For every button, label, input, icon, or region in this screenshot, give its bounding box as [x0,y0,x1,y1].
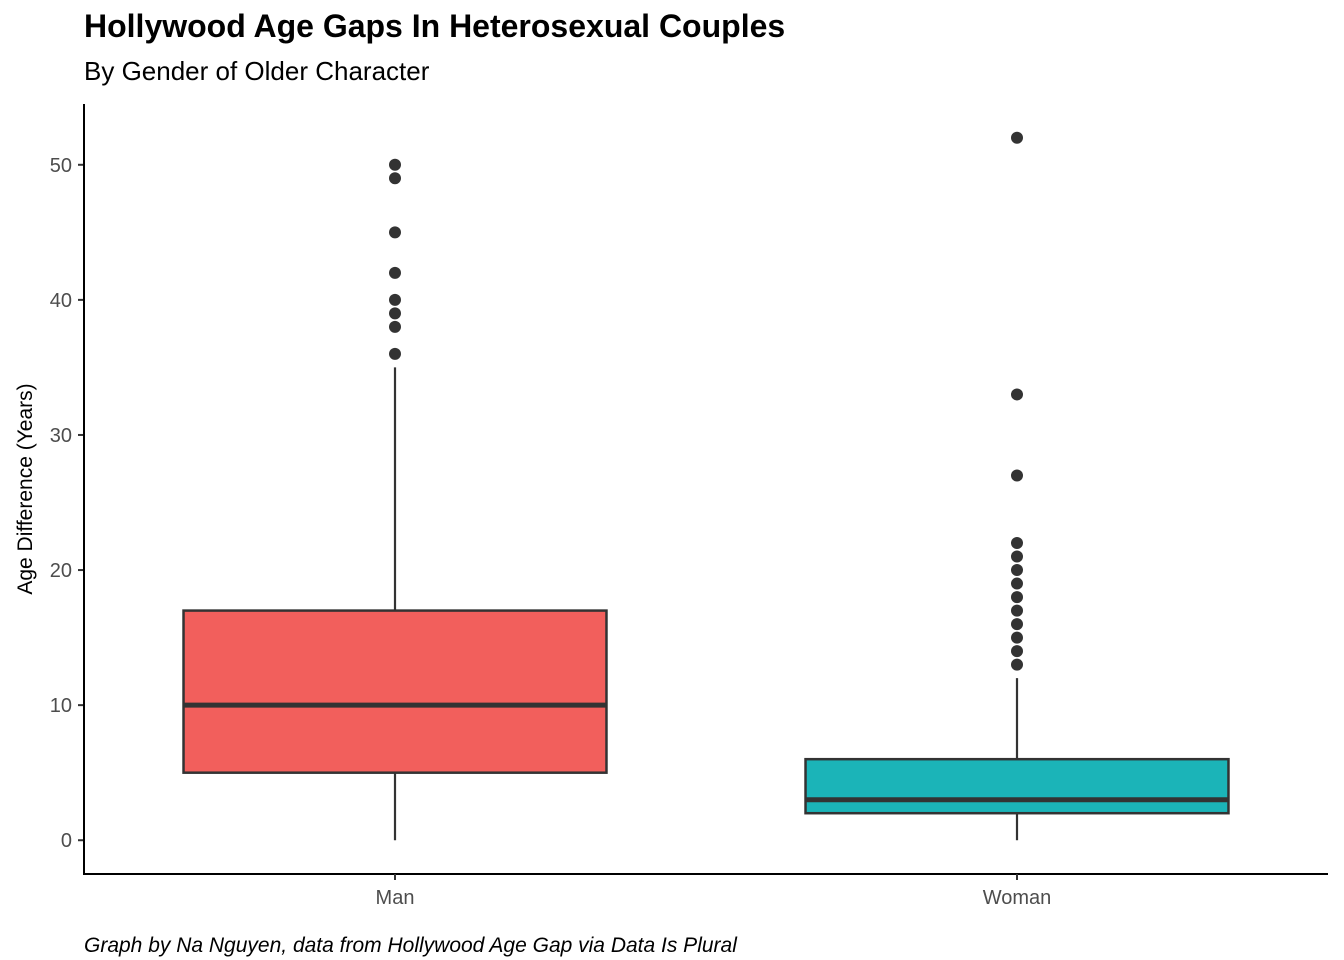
outlier-point [1011,537,1023,550]
y-tick-label: 50 [50,155,72,177]
outlier-point [1011,564,1023,577]
y-tick-label: 30 [50,425,72,447]
boxplot-layer [182,131,1230,841]
interquartile-box [804,757,1230,815]
outlier-point [389,320,401,333]
x-tick-label: Man [376,887,415,909]
x-tick-label: Woman [983,887,1052,909]
outlier-point [1011,645,1023,658]
outlier-point [1011,469,1023,482]
outlier-point [389,158,401,171]
box-man [182,158,608,841]
outlier-point [389,293,401,306]
y-tick-label: 20 [50,560,72,582]
outlier-point [1011,131,1023,144]
chart-subtitle: By Gender of Older Character [84,56,430,86]
outlier-point [1011,604,1023,617]
x-axis-ticks: Man Woman [376,874,1052,909]
y-tick-label: 0 [61,830,72,852]
outlier-point [389,266,401,279]
outlier-point [389,226,401,239]
outlier-point [1011,577,1023,590]
outlier-point [1011,631,1023,644]
y-tick-label: 40 [50,290,72,312]
outlier-point [1011,658,1023,671]
outlier-point [1011,388,1023,401]
box-woman [804,131,1230,841]
interquartile-box [182,609,608,774]
outlier-point [1011,618,1023,631]
outlier-point [389,307,401,320]
y-axis-ticks: 0 10 20 30 40 50 [50,155,84,852]
chart-title: Hollywood Age Gaps In Heterosexual Coupl… [84,8,786,44]
chart-caption: Graph by Na Nguyen, data from Hollywood … [84,934,737,957]
y-axis-title: Age Difference (Years) [14,383,37,594]
outlier-point [389,347,401,360]
outlier-point [389,172,401,185]
outlier-point [1011,550,1023,563]
outlier-point [1011,591,1023,604]
y-tick-label: 10 [50,695,72,717]
